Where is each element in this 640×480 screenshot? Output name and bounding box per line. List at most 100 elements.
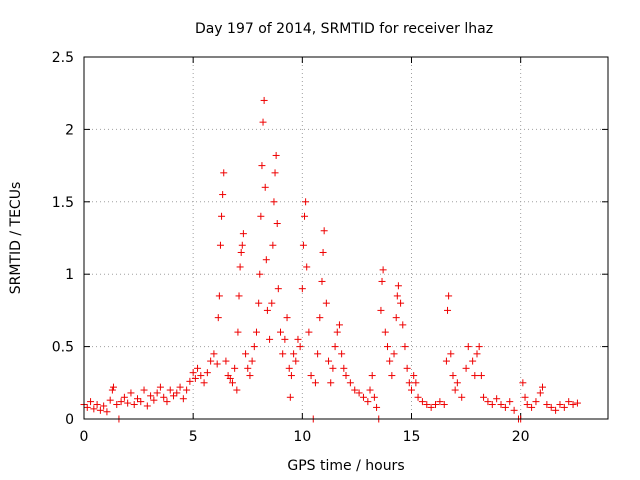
- data-point: [442, 357, 450, 365]
- data-point: [279, 350, 287, 358]
- data-points: [80, 96, 581, 423]
- data-point: [539, 383, 546, 391]
- data-point: [327, 379, 335, 387]
- data-point: [314, 350, 322, 358]
- data-point: [506, 398, 514, 406]
- data-point: [408, 386, 415, 394]
- data-point: [399, 321, 407, 329]
- data-point: [340, 364, 348, 372]
- data-point: [556, 401, 564, 409]
- data-point: [521, 393, 529, 401]
- data-point: [335, 321, 343, 329]
- data-point: [390, 350, 398, 358]
- data-point: [497, 401, 505, 409]
- data-point: [301, 212, 309, 220]
- data-point: [160, 393, 168, 401]
- data-point: [176, 383, 184, 391]
- data-point: [166, 386, 174, 394]
- data-point: [109, 383, 117, 391]
- data-point: [473, 350, 481, 358]
- data-point: [207, 357, 215, 365]
- data-point: [528, 403, 536, 411]
- data-point: [414, 393, 422, 401]
- data-point: [228, 379, 236, 387]
- x-tick-label: 0: [80, 429, 89, 445]
- data-point: [143, 402, 151, 410]
- data-point: [262, 256, 270, 264]
- data-point: [552, 406, 560, 414]
- data-point: [285, 364, 293, 372]
- data-point: [266, 335, 274, 343]
- data-point: [305, 328, 313, 336]
- data-point: [250, 343, 258, 351]
- data-point: [342, 372, 350, 380]
- data-point: [394, 282, 402, 290]
- data-point: [320, 227, 328, 235]
- data-point: [519, 379, 527, 387]
- data-point: [147, 392, 155, 400]
- x-axis-label: GPS time / hours: [287, 458, 404, 474]
- data-point: [469, 357, 477, 365]
- data-point: [292, 357, 300, 365]
- data-point: [311, 379, 319, 387]
- data-point: [113, 401, 121, 409]
- data-point: [153, 389, 161, 397]
- y-axis-label: SRMTID / TECUs: [8, 182, 24, 295]
- data-point: [257, 212, 265, 220]
- data-point: [183, 386, 191, 394]
- data-point: [378, 277, 386, 285]
- data-point: [117, 398, 125, 406]
- data-point: [436, 398, 444, 406]
- data-point: [319, 248, 327, 256]
- data-point: [271, 169, 279, 177]
- data-point: [386, 357, 394, 365]
- data-point: [87, 398, 95, 406]
- data-point: [170, 392, 178, 400]
- data-point: [475, 343, 483, 351]
- data-point: [283, 314, 291, 322]
- data-point: [523, 401, 531, 409]
- data-point: [299, 241, 307, 249]
- data-point: [194, 364, 202, 372]
- data-point: [255, 299, 263, 307]
- data-point: [233, 386, 241, 394]
- data-point: [103, 408, 111, 416]
- data-point: [200, 379, 208, 387]
- data-point: [239, 230, 247, 238]
- data-point: [569, 401, 577, 409]
- data-point: [248, 357, 256, 365]
- data-point: [263, 306, 271, 314]
- data-point: [218, 212, 226, 220]
- data-point: [410, 372, 418, 380]
- data-point: [432, 401, 440, 409]
- data-point: [366, 386, 374, 394]
- data-point: [536, 389, 544, 397]
- data-point: [381, 328, 389, 336]
- data-point: [277, 328, 284, 336]
- data-point: [226, 374, 234, 382]
- data-point: [403, 364, 411, 372]
- data-point: [179, 395, 187, 403]
- data-point: [90, 405, 98, 413]
- data-point: [256, 270, 264, 278]
- data-point: [427, 403, 435, 411]
- data-point: [93, 401, 101, 409]
- data-point: [397, 299, 405, 307]
- data-point: [83, 403, 91, 411]
- data-point: [346, 379, 354, 387]
- data-point: [216, 241, 224, 249]
- data-point: [296, 343, 304, 351]
- data-point: [302, 198, 310, 206]
- data-point: [191, 374, 199, 382]
- data-point: [273, 220, 281, 228]
- data-point: [219, 191, 227, 199]
- data-point: [355, 389, 363, 397]
- data-point: [370, 393, 378, 401]
- data-point: [234, 328, 242, 336]
- data-point: [510, 406, 518, 414]
- data-point: [96, 406, 104, 414]
- data-point: [189, 369, 197, 377]
- data-point: [130, 401, 138, 409]
- data-point: [322, 299, 330, 307]
- data-point: [298, 285, 306, 293]
